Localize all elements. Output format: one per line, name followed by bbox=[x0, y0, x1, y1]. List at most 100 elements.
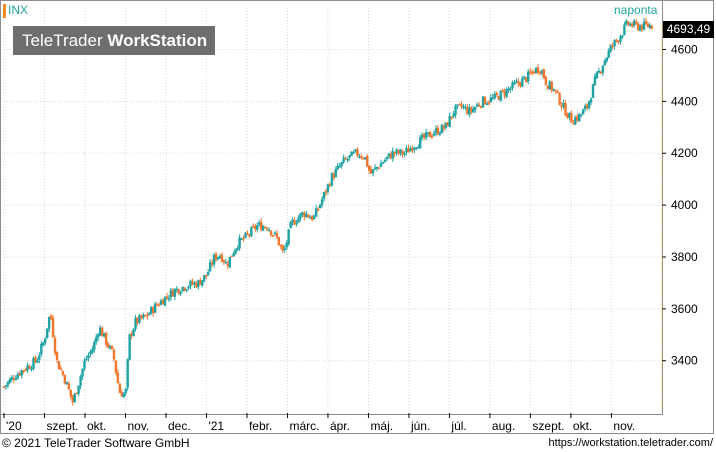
candle-body bbox=[281, 245, 284, 251]
logo-text-light: TeleTrader bbox=[22, 31, 108, 50]
candle-body bbox=[570, 113, 573, 123]
candle-body bbox=[114, 360, 118, 373]
candle-body bbox=[440, 124, 444, 134]
candle-body bbox=[309, 217, 312, 219]
candle-body bbox=[348, 155, 351, 158]
candle-body bbox=[479, 106, 483, 108]
candle-body bbox=[187, 286, 190, 289]
footer-url-link[interactable]: https://workstation.teletrader.com/ bbox=[548, 437, 713, 449]
plot-area-border bbox=[1, 1, 663, 415]
candle-body bbox=[609, 45, 612, 52]
candle-body bbox=[67, 383, 70, 390]
candle-body bbox=[144, 314, 147, 317]
candle-body bbox=[59, 368, 63, 370]
candle-body bbox=[26, 365, 29, 371]
candle-body bbox=[169, 289, 173, 298]
candle-body bbox=[97, 334, 100, 338]
candle-body bbox=[165, 296, 169, 298]
candle-body bbox=[91, 349, 94, 353]
candle-body bbox=[77, 385, 80, 394]
candle-body bbox=[393, 152, 396, 154]
candle-body bbox=[263, 226, 267, 229]
candle-body bbox=[344, 158, 347, 160]
candle-body bbox=[236, 248, 239, 250]
candle-body bbox=[181, 286, 184, 292]
candle-body bbox=[275, 233, 279, 237]
candle-body bbox=[629, 23, 632, 26]
candle-body bbox=[491, 97, 495, 100]
candle-body bbox=[493, 93, 497, 98]
candle-body bbox=[95, 336, 98, 343]
candle-body bbox=[373, 167, 377, 169]
chart-frame bbox=[0, 0, 714, 434]
candle-body bbox=[505, 89, 508, 97]
candle-body bbox=[519, 82, 522, 86]
candle-body bbox=[548, 81, 552, 90]
candle-body bbox=[40, 343, 43, 355]
x-tick-label: nov. bbox=[613, 419, 635, 433]
candle-body bbox=[126, 359, 129, 388]
candle-body bbox=[87, 355, 90, 359]
candle-body bbox=[269, 230, 273, 235]
candle-body bbox=[185, 289, 188, 291]
candle-body bbox=[175, 288, 178, 291]
candle-body bbox=[273, 232, 277, 234]
candle-body bbox=[248, 234, 251, 237]
candle-body bbox=[316, 209, 320, 211]
candle-body bbox=[487, 102, 491, 104]
candle-body bbox=[38, 355, 41, 360]
y-tick-label: 4200 bbox=[671, 146, 698, 160]
candle-body bbox=[552, 89, 555, 91]
candle-body bbox=[307, 214, 310, 218]
candle-body bbox=[328, 184, 332, 187]
candle-body bbox=[134, 317, 137, 329]
candle-body bbox=[515, 81, 518, 83]
candle-body bbox=[32, 358, 35, 369]
candle-body bbox=[434, 128, 438, 134]
teletrader-logo: TeleTrader WorkStation bbox=[13, 26, 215, 55]
candle-body bbox=[360, 156, 363, 158]
candle-body bbox=[456, 104, 459, 106]
candle-body bbox=[578, 114, 581, 122]
candle-body bbox=[362, 158, 365, 160]
candle-body bbox=[631, 23, 634, 27]
candle-body bbox=[611, 45, 614, 48]
candle-body bbox=[287, 229, 290, 244]
interval-label[interactable]: naponta bbox=[614, 3, 658, 17]
candle-body bbox=[148, 313, 151, 316]
candle-body bbox=[311, 216, 314, 220]
candle-body bbox=[638, 25, 642, 31]
candle-body bbox=[199, 280, 202, 285]
candle-body bbox=[259, 221, 263, 231]
x-tick-label: jún. bbox=[410, 419, 430, 433]
candle-body bbox=[18, 373, 21, 376]
candle-body bbox=[354, 149, 357, 152]
candle-body bbox=[450, 116, 453, 119]
candle-body bbox=[401, 150, 404, 155]
candle-body bbox=[550, 81, 553, 91]
candle-body bbox=[621, 35, 624, 38]
candle-body bbox=[460, 104, 463, 107]
candle-body bbox=[458, 103, 461, 106]
symbol-label[interactable]: INX bbox=[8, 3, 29, 17]
candle-body bbox=[106, 343, 110, 348]
candle-body bbox=[619, 36, 622, 42]
candle-body bbox=[122, 393, 125, 398]
candle-body bbox=[448, 115, 451, 127]
candle-body bbox=[371, 169, 375, 174]
candle-body bbox=[102, 333, 106, 337]
candle-body bbox=[318, 204, 322, 209]
candle-body bbox=[330, 173, 334, 186]
candle-body bbox=[419, 137, 422, 149]
x-tick-label: márc. bbox=[289, 419, 319, 433]
candle-body bbox=[108, 345, 112, 349]
candle-body bbox=[607, 50, 610, 58]
candle-body bbox=[71, 395, 74, 403]
candle-body bbox=[155, 304, 159, 306]
candle-body bbox=[601, 65, 605, 73]
candle-body bbox=[562, 102, 565, 107]
candle-body bbox=[523, 76, 526, 78]
candle-body bbox=[383, 160, 387, 163]
candle-body bbox=[146, 314, 149, 317]
